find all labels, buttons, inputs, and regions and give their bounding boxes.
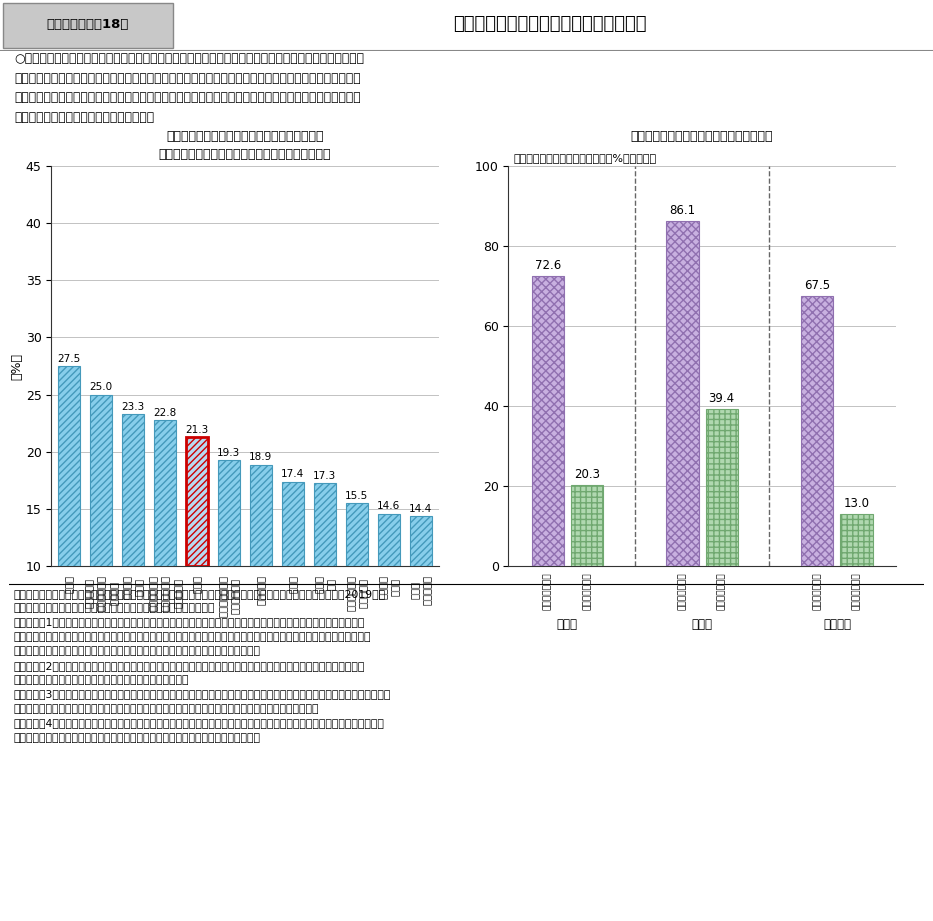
Text: （２）「省力化・合理化投資」による効果: （２）「省力化・合理化投資」による効果 [631,130,773,143]
Text: 製造業: 製造業 [691,619,713,632]
Bar [58,367,80,566]
Text: 39.4: 39.4 [708,391,734,404]
Text: 資料出所　（独）労働政策研究・研修機構「人手不足等をめぐる現状と働き方等に関する調査（企業調査票）」（2019年）
　　　　　の個票を厚生労働省政策統括官付政策: 資料出所 （独）労働政策研究・研修機構「人手不足等をめぐる現状と働き方等に関する… [14,589,391,742]
Bar [705,409,738,566]
Text: 72.6: 72.6 [535,259,561,272]
Text: 13.0: 13.0 [843,497,870,510]
Bar [410,516,432,566]
Text: ○　人手不足の緩和に向け、「省力化・合理化投資」に取り組む企業は、「製造業」「学術研究，専門・
　技術サービス業」「卸売業，小売業」「サービス業（他に分類されな: ○ 人手不足の緩和に向け、「省力化・合理化投資」に取り組む企業は、「製造業」「学… [14,52,364,123]
Bar [250,464,272,566]
Text: 20.3: 20.3 [574,468,600,481]
Y-axis label: （%）: （%） [10,353,23,379]
Bar [666,221,699,566]
Text: 17.4: 17.4 [281,470,304,480]
Text: 全産業: 全産業 [557,619,578,632]
Text: 非製造業: 非製造業 [823,619,851,632]
Text: 省力化・合理化投資による効果について: 省力化・合理化投資による効果について [453,16,647,33]
Text: 「省力化・合理化投資」に取り組んできた企業割合: 「省力化・合理化投資」に取り組んできた企業割合 [159,148,331,161]
Bar [346,504,369,566]
Bar [571,485,603,566]
Text: 人手不足の解消: 人手不足の解消 [582,573,592,610]
Bar [841,514,872,566]
Text: 14.6: 14.6 [377,501,400,511]
Text: 14.4: 14.4 [410,504,433,514]
Text: 21.3: 21.3 [186,425,209,435]
Text: 人手不足の解消: 人手不足の解消 [852,573,861,610]
Bar [121,414,144,566]
Text: （「効果あり」－「効果なし」、%ポイント）: （「効果あり」－「効果なし」、%ポイント） [513,153,656,163]
Text: 18.9: 18.9 [249,452,272,462]
Text: 第２－（１）－18図: 第２－（１）－18図 [47,17,129,30]
Text: 27.5: 27.5 [57,354,80,364]
Text: 労働生産性向上: 労働生産性向上 [543,573,552,610]
Bar [217,460,240,566]
Bar [378,514,400,566]
Text: 23.3: 23.3 [121,402,145,412]
Text: 人手不足の解消: 人手不足の解消 [717,573,726,610]
Text: 17.3: 17.3 [313,471,337,481]
Text: 15.5: 15.5 [345,491,369,501]
Text: 19.3: 19.3 [217,448,241,458]
Bar [154,420,176,566]
Bar [90,395,112,566]
Text: （１）産業別にみた人手不足を緩和するために: （１）産業別にみた人手不足を緩和するために [166,130,324,143]
Bar [313,483,336,566]
Text: 22.8: 22.8 [153,408,176,417]
Bar [532,275,564,566]
Text: 67.5: 67.5 [804,279,830,292]
Text: 労働生産性向上: 労働生産性向上 [678,573,687,610]
Text: 労働生産性向上: 労働生産性向上 [813,573,822,610]
Bar [3,3,173,48]
Text: 25.0: 25.0 [90,382,113,392]
Bar [282,482,304,566]
Text: 86.1: 86.1 [670,204,696,217]
Bar [186,437,208,566]
Bar [801,296,833,566]
